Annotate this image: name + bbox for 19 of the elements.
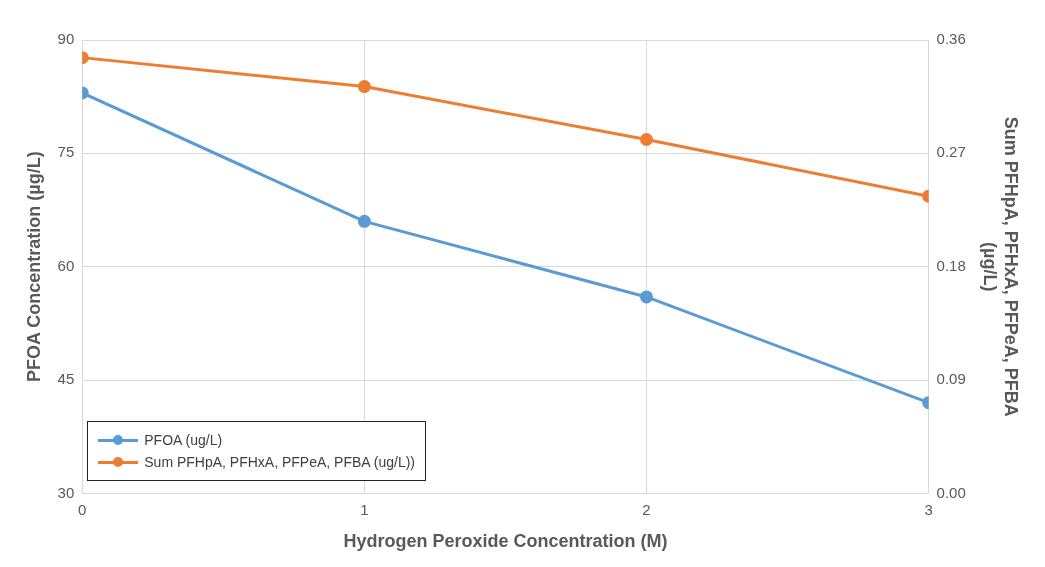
y-tick-label: 75 xyxy=(57,143,75,161)
y2-axis-title: Sum PFHpA, PFHxA, PFPeA, PFBA (µg/L) xyxy=(979,116,1022,417)
x-tick-label: 3 xyxy=(924,500,933,518)
y-tick-label: 90 xyxy=(57,30,75,48)
y2-tick-label: 0.18 xyxy=(936,256,966,274)
y-tick-label: 45 xyxy=(57,370,75,388)
y2-tick-label: 0.27 xyxy=(936,143,966,161)
y-tick-label: 30 xyxy=(57,483,75,501)
y2-tick-label: 0.09 xyxy=(936,370,966,388)
y2-tick-label: 0.36 xyxy=(936,30,966,48)
y-tick-label: 60 xyxy=(57,256,75,274)
x-axis-title: Hydrogen Peroxide Concentration (M) xyxy=(343,531,668,552)
legend-label: PFOA (ug/L) xyxy=(144,432,223,449)
y-axis-title: PFOA Concentration (µg/L) xyxy=(23,151,44,383)
legend-label: Sum PFHpA, PFHxA, PFPeA, PFBA (ug/L)) xyxy=(144,454,416,471)
x-tick-label: 0 xyxy=(78,500,87,518)
y2-tick-label: 0.00 xyxy=(936,483,966,501)
x-tick-label: 1 xyxy=(360,500,369,518)
x-tick-label: 2 xyxy=(642,500,651,518)
